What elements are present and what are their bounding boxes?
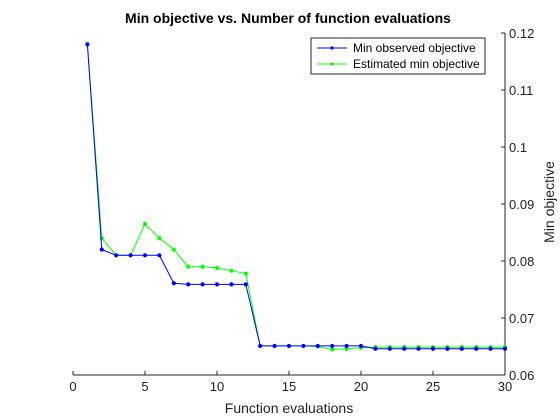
data-point (344, 343, 349, 349)
data-point (258, 343, 263, 349)
data-point (445, 346, 450, 351)
y-axis-label: Min objective (541, 161, 557, 243)
legend-label: Min observed objective (353, 41, 476, 55)
data-point (330, 347, 335, 352)
y-tick-label: 0.06 (509, 368, 534, 383)
legend: Min observed objective Estimated min obje… (310, 37, 486, 75)
data-point (488, 346, 493, 351)
data-point (286, 343, 292, 349)
data-point (128, 253, 133, 258)
legend-label: Estimated min objective (353, 57, 480, 71)
legend-marker (330, 46, 334, 50)
series-min-observed (85, 42, 508, 351)
legend-marker (330, 62, 334, 66)
plot-axes: 0 5 10 15 20 25 300.06 0.07 0.08 0.09 0.1 0.11 0.12 (69, 26, 534, 394)
data-point (387, 346, 392, 351)
legend-item: Min observed objective (317, 41, 476, 55)
series-line (86, 44, 505, 350)
data-point (474, 346, 479, 351)
x-tick-label: 25 (426, 379, 440, 394)
data-point (157, 253, 162, 258)
data-point (358, 343, 364, 349)
data-point (330, 343, 335, 349)
legend-item: Estimated min objective (317, 57, 480, 71)
series-layer (85, 42, 508, 352)
x-tick-label: 10 (210, 379, 224, 394)
data-point (373, 346, 378, 351)
data-point (142, 221, 148, 227)
y-tick-label: 0.12 (509, 26, 534, 41)
data-point (200, 282, 205, 287)
data-point (402, 346, 407, 351)
x-tick-label: 15 (282, 379, 296, 394)
data-point (416, 346, 421, 351)
y-tick-label: 0.1 (509, 140, 527, 155)
data-point (315, 343, 320, 349)
data-point (214, 282, 220, 287)
x-axis-label: Function evaluations (225, 400, 353, 416)
y-tick-label: 0.07 (509, 311, 534, 326)
data-point (430, 346, 436, 351)
x-tick-label: 20 (354, 379, 368, 394)
y-tick-label: 0.11 (509, 83, 533, 98)
data-point (200, 264, 205, 269)
data-point (229, 282, 234, 287)
data-point (85, 42, 90, 47)
x-tick-label: 0 (69, 379, 76, 394)
data-point (243, 282, 248, 287)
data-point (114, 253, 119, 258)
x-tick-label: 5 (141, 379, 148, 394)
data-point (186, 264, 191, 269)
data-point (99, 247, 104, 252)
y-tick-label: 0.09 (509, 197, 534, 212)
data-point (157, 236, 162, 241)
y-tick-label: 0.08 (509, 254, 534, 269)
data-point (502, 346, 508, 351)
data-point (229, 268, 234, 273)
data-point (171, 247, 176, 252)
data-point (214, 265, 220, 270)
data-point (459, 346, 464, 351)
chart-title: Min objective vs. Number of function eva… (125, 10, 451, 26)
legend-box (310, 37, 486, 75)
data-point (272, 343, 277, 349)
data-point (171, 281, 176, 286)
data-point (186, 282, 191, 287)
data-point (142, 253, 148, 258)
data-point (301, 343, 306, 349)
data-point (243, 271, 248, 276)
x-tick-label: 30 (498, 379, 512, 394)
